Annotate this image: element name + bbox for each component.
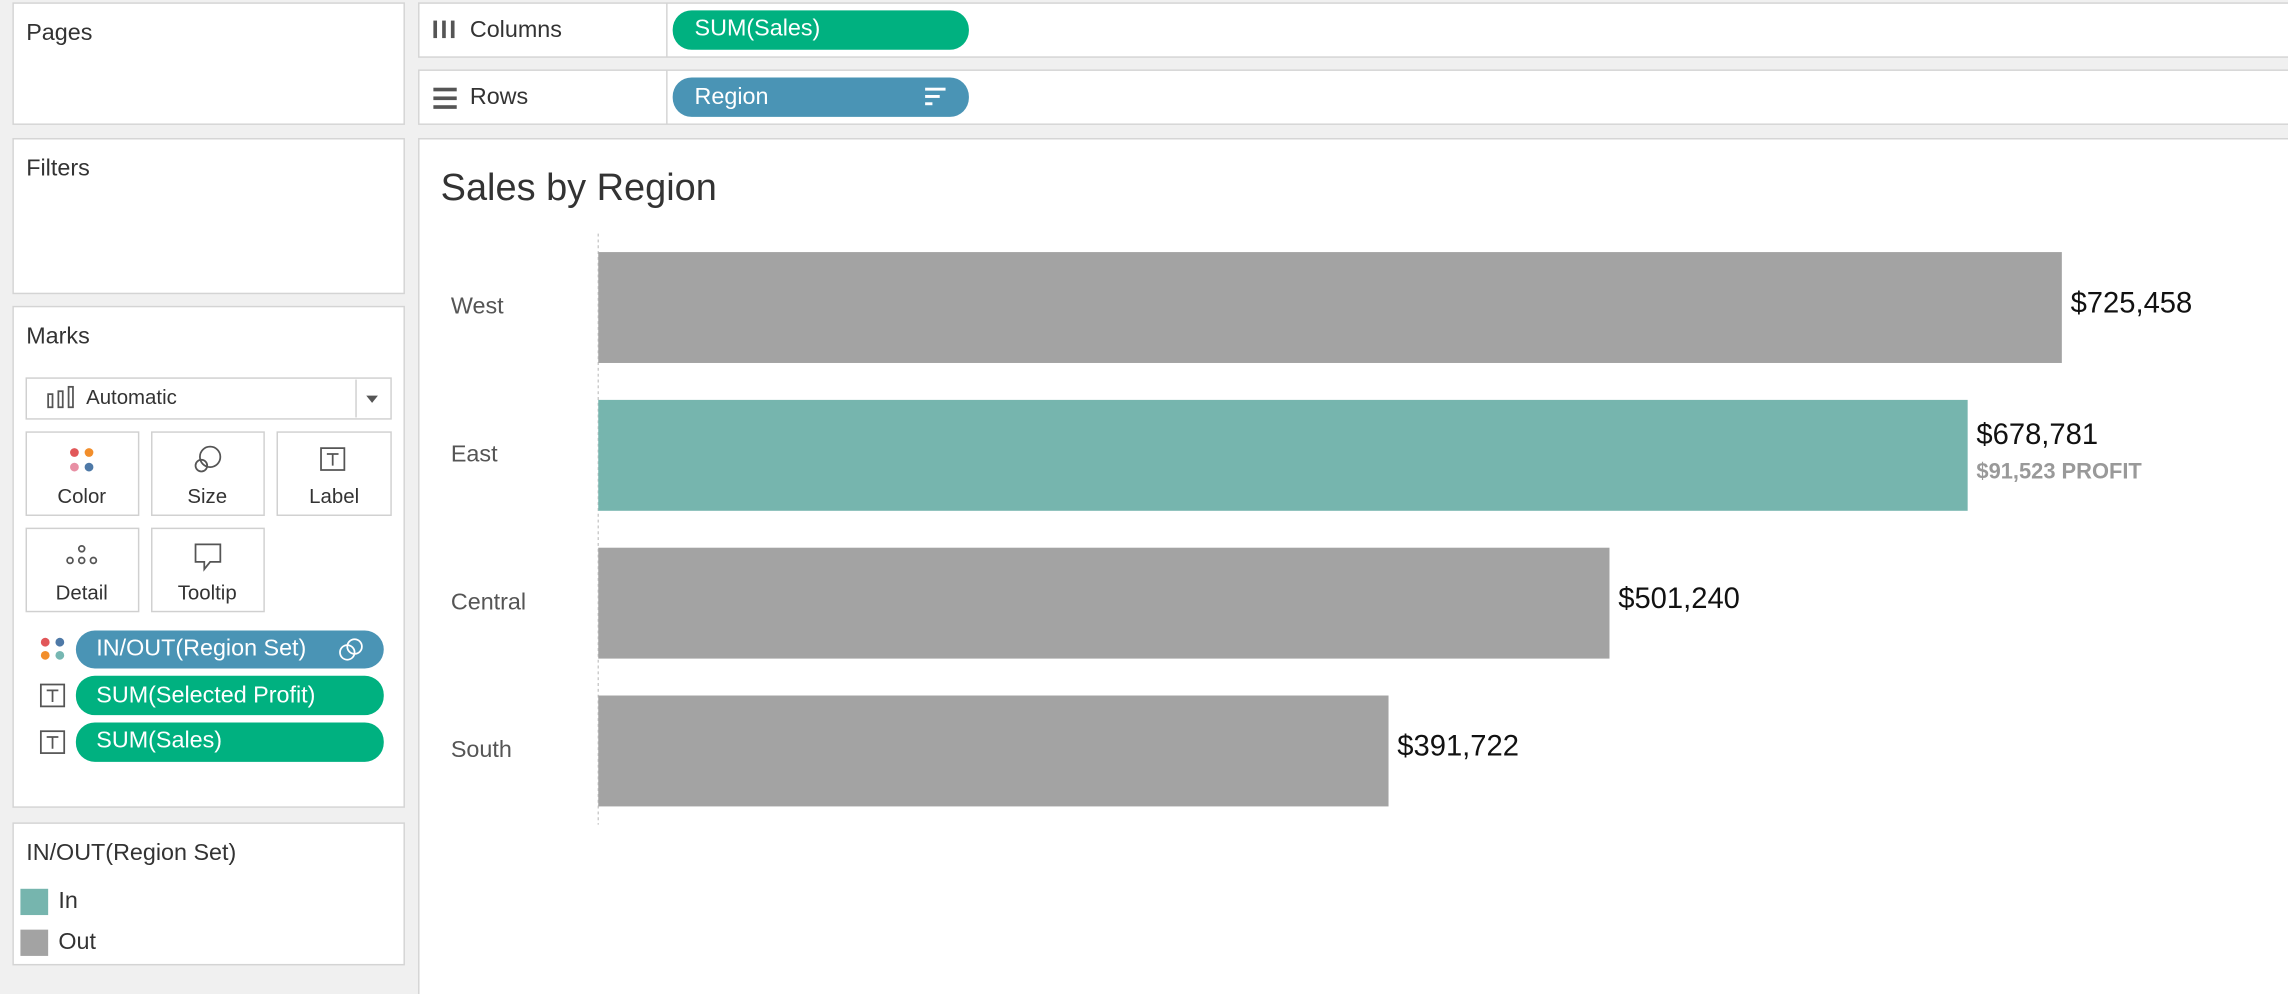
label-icon-small (39, 730, 66, 754)
columns-label: Columns (470, 16, 562, 42)
sales-pill[interactable] (75, 722, 384, 762)
sort-icon (925, 87, 946, 106)
legend-title: IN/OUT(Region Set) (26, 839, 236, 865)
button-label: Label (309, 486, 359, 508)
pill-label: Region (695, 83, 769, 109)
category-label: South (451, 736, 512, 762)
plot: West $725,458 East $678,781 $91,523 PROFIT Ce… (451, 252, 2193, 807)
bar (598, 399, 1968, 511)
label-icon-small (39, 683, 66, 708)
profit-label: $91,523 PROFIT (1976, 459, 2142, 484)
chart-title: Sales by Region (441, 167, 717, 209)
legend-label: Out (58, 928, 96, 954)
size-icon (194, 445, 222, 473)
bar-icon (47, 385, 74, 409)
category-label: East (451, 441, 498, 467)
detail-button[interactable] (25, 527, 140, 613)
button-label: Size (187, 486, 227, 508)
filters-title: Filters (26, 155, 90, 181)
tooltip-icon (194, 543, 222, 572)
color-icon (70, 448, 94, 472)
category-label: West (451, 293, 504, 319)
bar (598, 547, 1610, 659)
rows-pill[interactable] (672, 77, 969, 117)
label-button[interactable] (276, 431, 392, 516)
legend: In Out (20, 887, 96, 956)
set-icon (339, 638, 363, 661)
label-icon (320, 447, 346, 471)
columns-icon (433, 20, 455, 39)
columns-pill[interactable] (672, 10, 969, 50)
detail-icon (66, 545, 98, 565)
mark-type: Automatic (86, 387, 177, 409)
rows-icon (433, 87, 457, 109)
pages-title: Pages (26, 19, 92, 45)
pill-label: SUM(Sales) (695, 15, 821, 41)
color-icon-small (40, 637, 65, 660)
legend-swatch (20, 929, 49, 956)
legend-swatch (20, 888, 49, 916)
legend-card (12, 822, 405, 966)
category-label: Central (451, 588, 526, 614)
legend-label: In (58, 887, 77, 913)
marks-title: Marks (26, 322, 90, 348)
filters-shelf[interactable] (12, 138, 405, 295)
rows-label: Rows (470, 83, 528, 109)
pill-label: IN/OUT(Region Set) (96, 635, 306, 661)
set-pill[interactable] (75, 630, 384, 669)
tooltip-button[interactable] (151, 527, 265, 613)
dropdown-arrow (366, 395, 378, 403)
pages-shelf[interactable] (12, 2, 405, 125)
pill-label: SUM(Sales) (96, 727, 222, 753)
mark-type-dropdown[interactable] (25, 377, 392, 420)
button-label: Color (57, 486, 106, 508)
button-label: Tooltip (178, 582, 237, 604)
value-label: $725,458 (2071, 287, 2193, 319)
pill-label: SUM(Selected Profit) (96, 681, 315, 707)
color-button[interactable] (25, 431, 140, 516)
bar (598, 695, 1389, 807)
profit-pill[interactable] (75, 675, 384, 716)
value-label: $501,240 (1618, 583, 1740, 615)
button-label: Detail (56, 582, 108, 604)
bar (598, 252, 2062, 363)
size-button[interactable] (151, 431, 265, 516)
value-label: $678,781 (1976, 419, 2098, 451)
value-label: $391,722 (1397, 731, 1519, 763)
